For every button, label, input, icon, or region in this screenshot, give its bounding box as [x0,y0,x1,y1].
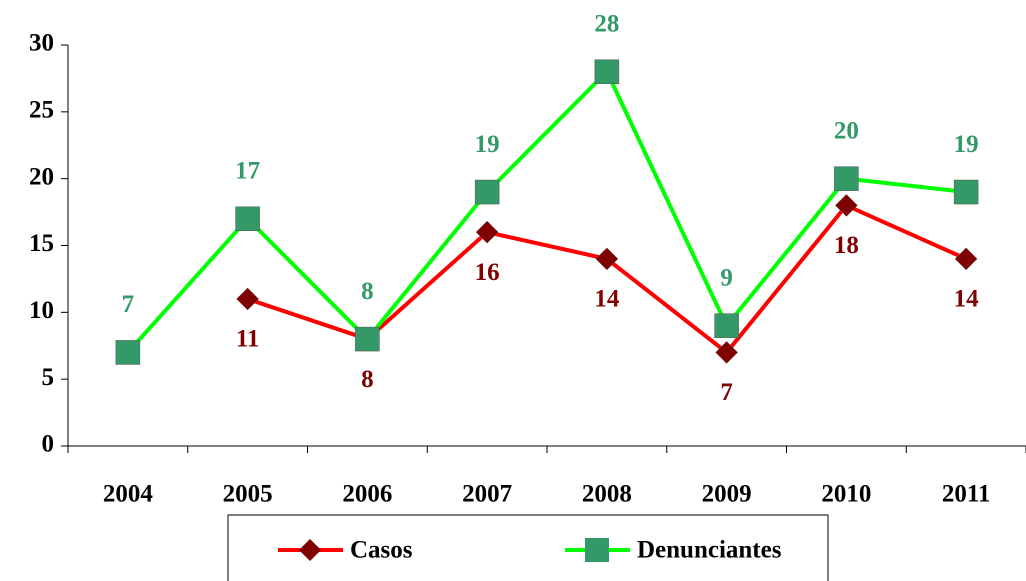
legend: Casos Denunciantes [227,514,829,581]
data-label: 28 [594,10,619,37]
data-label: 11 [236,326,260,353]
data-point [835,194,858,217]
legend-label: Casos [350,537,413,564]
data-label: 19 [475,131,500,158]
y-tick-label: 25 [29,97,54,124]
data-point [235,206,260,232]
data-point [115,340,141,365]
data-point [954,247,978,271]
y-tick-label: 30 [29,30,54,57]
x-tick-label: 2006 [342,481,392,508]
data-label: 18 [834,232,859,259]
data-point [355,326,380,352]
data-label: 17 [235,158,260,185]
x-tick-label: 2011 [942,481,991,508]
data-label: 8 [361,366,374,393]
data-label: 20 [834,117,859,144]
data-label: 16 [475,259,500,286]
data-point [714,313,739,338]
data-label: 7 [720,379,733,406]
data-label: 8 [361,278,374,305]
y-tick-label: 10 [29,297,54,324]
y-tick-label: 0 [42,431,55,458]
data-point [715,341,738,364]
data-point [236,287,259,311]
legend-marker [299,539,321,561]
data-point [475,220,499,244]
legend-label: Denunciantes [637,537,782,564]
data-point [474,179,500,205]
x-tick-label: 2007 [462,481,512,508]
series-line [126,68,967,354]
data-point [953,179,979,205]
y-tick-label: 15 [29,230,54,257]
data-label: 9 [720,264,733,291]
y-tick-label: 5 [42,364,55,391]
data-point [834,166,859,191]
x-tick-label: 2004 [103,481,154,508]
x-tick-label: 2010 [821,481,871,508]
data-label: 7 [122,291,135,318]
data-point [595,247,619,271]
y-tick-label: 20 [29,163,54,190]
data-label: 14 [954,286,980,313]
x-tick-label: 2008 [582,481,632,508]
data-point [594,59,620,84]
x-tick-label: 2009 [702,481,752,508]
data-label: 19 [954,131,979,158]
legend-marker [585,538,609,562]
data-label: 14 [594,286,620,313]
x-tick-label: 2005 [223,481,273,508]
